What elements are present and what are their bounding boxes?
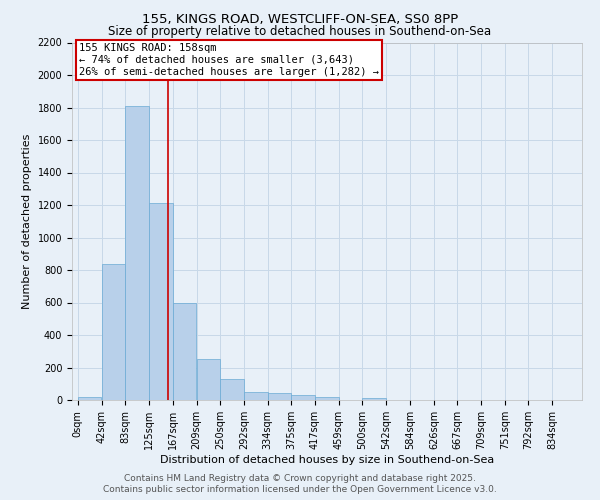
Bar: [268, 392, 292, 400]
Bar: [173, 302, 196, 400]
Bar: [291, 395, 315, 400]
Bar: [220, 379, 244, 400]
Bar: [362, 398, 386, 400]
Bar: [77, 397, 101, 400]
Text: Contains HM Land Registry data © Crown copyright and database right 2025.
Contai: Contains HM Land Registry data © Crown c…: [103, 474, 497, 494]
Bar: [244, 392, 268, 400]
Bar: [149, 204, 173, 400]
Y-axis label: Number of detached properties: Number of detached properties: [22, 134, 32, 309]
Bar: [125, 106, 149, 400]
Text: 155, KINGS ROAD, WESTCLIFF-ON-SEA, SS0 8PP: 155, KINGS ROAD, WESTCLIFF-ON-SEA, SS0 8…: [142, 12, 458, 26]
X-axis label: Distribution of detached houses by size in Southend-on-Sea: Distribution of detached houses by size …: [160, 454, 494, 464]
Bar: [101, 264, 125, 400]
Text: 155 KINGS ROAD: 158sqm
← 74% of detached houses are smaller (3,643)
26% of semi-: 155 KINGS ROAD: 158sqm ← 74% of detached…: [79, 44, 379, 76]
Text: Size of property relative to detached houses in Southend-on-Sea: Size of property relative to detached ho…: [109, 25, 491, 38]
Bar: [197, 358, 220, 400]
Bar: [315, 397, 339, 400]
